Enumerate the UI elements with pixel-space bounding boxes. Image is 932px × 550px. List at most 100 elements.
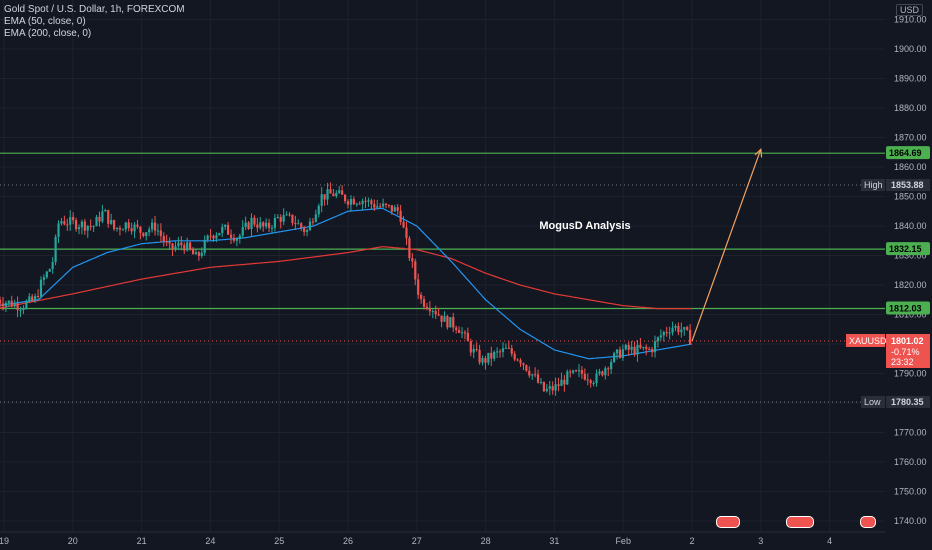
candle[interactable]: [253, 217, 256, 225]
analysis-annotation[interactable]: MogusD Analysis: [539, 220, 630, 232]
candle[interactable]: [142, 232, 145, 237]
candle[interactable]: [303, 227, 306, 232]
candle[interactable]: [247, 222, 250, 229]
candle[interactable]: [542, 381, 546, 392]
candle[interactable]: [583, 373, 586, 380]
candle[interactable]: [48, 269, 51, 272]
candle[interactable]: [323, 194, 326, 200]
candle[interactable]: [656, 337, 660, 342]
candle[interactable]: [440, 315, 443, 322]
candle[interactable]: [689, 329, 692, 345]
candle[interactable]: [238, 235, 241, 239]
candle[interactable]: [285, 214, 288, 216]
candle[interactable]: [352, 199, 355, 205]
candle[interactable]: [165, 241, 168, 243]
candle[interactable]: [487, 352, 490, 363]
candle[interactable]: [507, 347, 510, 349]
candle[interactable]: [197, 252, 200, 256]
candle[interactable]: [674, 326, 677, 328]
candle[interactable]: [332, 193, 335, 196]
candle[interactable]: [662, 332, 665, 336]
candle[interactable]: [522, 363, 525, 366]
candle[interactable]: [475, 349, 478, 351]
candle[interactable]: [121, 229, 124, 231]
dividend-flag-icon[interactable]: [786, 516, 814, 528]
candle[interactable]: [399, 210, 402, 222]
candle[interactable]: [379, 206, 382, 208]
candle[interactable]: [607, 368, 610, 370]
candle[interactable]: [273, 217, 276, 228]
candle[interactable]: [469, 341, 472, 353]
candle[interactable]: [89, 225, 92, 227]
candle[interactable]: [34, 296, 37, 301]
candle[interactable]: [534, 374, 537, 376]
candle[interactable]: [636, 344, 639, 355]
candle[interactable]: [282, 215, 285, 222]
candle[interactable]: [387, 204, 391, 206]
candle[interactable]: [159, 230, 162, 236]
candle[interactable]: [361, 200, 364, 205]
candle[interactable]: [28, 296, 31, 302]
horizontal-levels[interactable]: [0, 152, 885, 310]
candle[interactable]: [136, 224, 139, 227]
candle[interactable]: [244, 222, 247, 228]
candle[interactable]: [250, 217, 253, 229]
candle[interactable]: [4, 302, 7, 307]
candle[interactable]: [19, 309, 22, 311]
candle[interactable]: [653, 341, 657, 353]
candle[interactable]: [297, 223, 300, 225]
candle[interactable]: [200, 252, 203, 256]
candle[interactable]: [452, 317, 455, 328]
candle[interactable]: [516, 359, 519, 361]
candle[interactable]: [177, 242, 180, 247]
candle[interactable]: [7, 300, 10, 303]
candle[interactable]: [326, 189, 329, 200]
candle[interactable]: [686, 327, 689, 330]
candle[interactable]: [536, 374, 540, 383]
candle[interactable]: [598, 371, 601, 374]
candle[interactable]: [449, 317, 452, 328]
candle[interactable]: [150, 222, 154, 230]
candle[interactable]: [212, 235, 215, 239]
candle[interactable]: [77, 227, 81, 230]
candle[interactable]: [493, 351, 496, 359]
candle[interactable]: [25, 301, 28, 309]
candle[interactable]: [411, 258, 414, 262]
price-axis[interactable]: 1910.00 1900.00 1890.00 1880.00 1870.00 1860.…: [885, 0, 932, 550]
candle[interactable]: [349, 199, 353, 205]
candle[interactable]: [133, 224, 136, 232]
candle[interactable]: [294, 223, 297, 225]
candle[interactable]: [554, 384, 557, 391]
candle[interactable]: [443, 316, 446, 322]
level-tag-support[interactable]: [886, 301, 930, 315]
candle[interactable]: [60, 221, 63, 224]
candle[interactable]: [355, 203, 358, 205]
candle[interactable]: [601, 371, 604, 376]
candle[interactable]: [648, 348, 651, 350]
candle[interactable]: [341, 190, 344, 195]
candle[interactable]: [343, 194, 347, 202]
candle[interactable]: [665, 332, 668, 334]
candle[interactable]: [218, 233, 221, 236]
candle[interactable]: [317, 205, 320, 215]
ema-200-legend[interactable]: EMA (200, close, 0): [4, 28, 92, 39]
candle[interactable]: [203, 239, 206, 253]
candle[interactable]: [557, 384, 560, 386]
candle[interactable]: [384, 203, 388, 205]
symbol-title[interactable]: Gold Spot / U.S. Dollar, 1h, FOREXCOM: [4, 4, 185, 15]
candle[interactable]: [232, 237, 236, 241]
candle[interactable]: [364, 200, 367, 202]
candle[interactable]: [335, 192, 338, 196]
candle[interactable]: [320, 194, 323, 206]
ema-50-path[interactable]: [0, 207, 693, 360]
candle[interactable]: [80, 221, 84, 228]
candle[interactable]: [92, 226, 95, 228]
candle[interactable]: [227, 224, 230, 235]
candle[interactable]: [215, 235, 218, 239]
candle[interactable]: [148, 229, 151, 233]
candle[interactable]: [13, 303, 16, 307]
candle[interactable]: [572, 370, 575, 373]
candle[interactable]: [311, 221, 315, 223]
time-axis[interactable]: 19 20 21 24 25 26 27 28 31 Feb 2 3 4: [0, 531, 885, 546]
candle[interactable]: [358, 203, 361, 205]
